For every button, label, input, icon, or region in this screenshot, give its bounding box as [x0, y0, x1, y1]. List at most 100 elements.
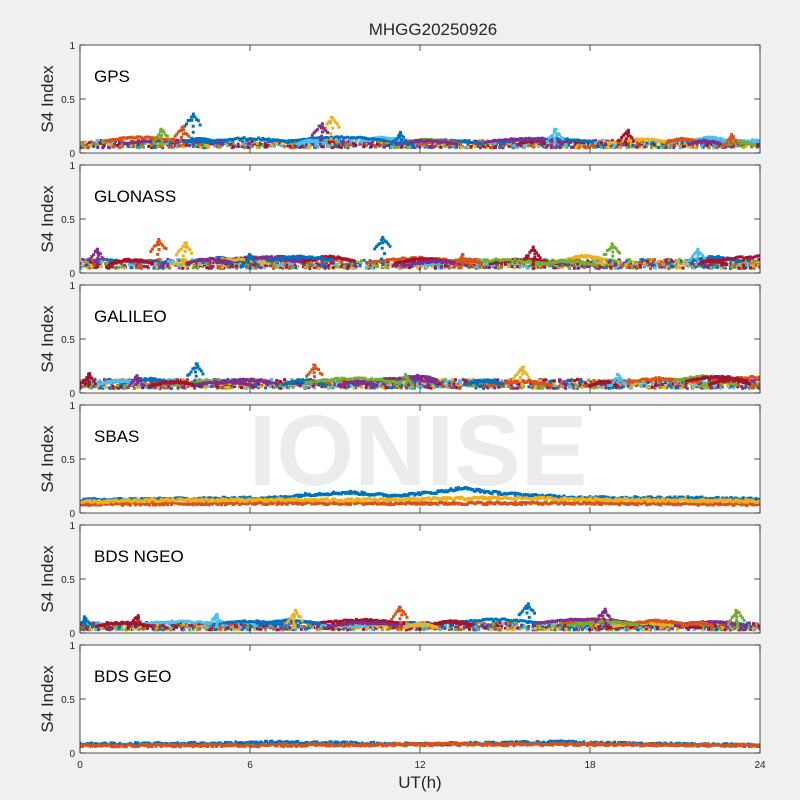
data-point	[242, 136, 246, 140]
data-point	[231, 258, 235, 262]
data-point	[569, 141, 573, 145]
data-point	[720, 263, 724, 267]
data-point	[676, 259, 680, 262]
data-point	[723, 145, 727, 149]
data-point	[446, 264, 450, 268]
data-point	[717, 144, 721, 148]
data-point	[285, 258, 289, 262]
data-point	[572, 266, 576, 270]
data-point	[499, 264, 503, 268]
data-point	[520, 264, 524, 268]
data-point	[704, 265, 708, 269]
data-point	[746, 139, 750, 143]
data-point	[274, 255, 278, 259]
data-point	[753, 142, 756, 145]
data-point	[197, 143, 201, 147]
data-point	[177, 130, 181, 134]
data-point	[684, 259, 688, 263]
data-point	[695, 143, 699, 147]
data-point	[329, 135, 333, 139]
data-point	[493, 266, 497, 270]
data-point	[779, 257, 782, 260]
data-point	[338, 260, 342, 264]
data-point	[327, 120, 331, 124]
data-point	[607, 142, 611, 146]
data-point	[313, 265, 317, 269]
data-point	[172, 137, 175, 141]
data-point	[600, 265, 604, 269]
data-point	[652, 260, 655, 264]
data-point	[306, 265, 310, 269]
data-point	[316, 262, 320, 266]
data-point	[271, 138, 275, 142]
data-point	[672, 264, 676, 268]
data-point	[429, 262, 433, 266]
data-point	[332, 141, 336, 145]
data-point	[796, 141, 799, 144]
data-point	[553, 136, 556, 140]
data-point	[467, 139, 471, 143]
data-point	[490, 263, 494, 267]
data-point	[327, 136, 331, 140]
data-point	[195, 118, 199, 121]
data-point	[601, 144, 605, 148]
data-point	[502, 138, 506, 142]
data-point	[523, 145, 527, 149]
data-point	[577, 259, 581, 263]
data-point	[263, 145, 267, 149]
data-point	[714, 264, 718, 268]
data-point	[300, 145, 303, 149]
data-point	[385, 258, 389, 262]
data-point	[564, 143, 568, 147]
data-point	[142, 145, 145, 149]
data-point	[783, 139, 786, 142]
data-point	[538, 264, 542, 268]
data-point	[623, 140, 627, 144]
data-point	[199, 145, 203, 149]
data-point	[296, 264, 300, 268]
data-point	[658, 265, 662, 269]
data-point	[468, 265, 472, 269]
data-point	[186, 266, 190, 270]
data-point	[493, 139, 497, 143]
data-point	[150, 142, 154, 146]
data-point	[195, 262, 199, 266]
data-point	[293, 259, 297, 263]
data-point	[229, 142, 233, 146]
data-point	[317, 266, 321, 270]
data-point	[559, 135, 563, 139]
data-point	[295, 259, 299, 263]
data-point	[485, 262, 489, 266]
data-point	[145, 135, 149, 139]
data-point	[416, 266, 420, 270]
data-point	[625, 266, 629, 270]
data-point	[477, 141, 481, 145]
data-point	[285, 265, 288, 269]
data-point	[336, 140, 340, 144]
data-point	[158, 266, 162, 270]
data-point	[600, 141, 603, 145]
data-point	[557, 140, 561, 144]
data-point	[574, 146, 578, 150]
data-point	[216, 256, 220, 259]
data-point	[120, 263, 124, 267]
data-point	[655, 145, 659, 149]
data-point	[140, 140, 144, 144]
data-point	[313, 143, 317, 147]
data-point	[524, 264, 528, 268]
data-point	[676, 143, 680, 147]
data-point	[680, 141, 684, 145]
data-point	[269, 143, 273, 147]
data-point	[513, 137, 517, 141]
data-point	[496, 258, 500, 262]
data-point	[640, 260, 644, 263]
data-point	[791, 258, 794, 261]
data-point	[675, 262, 679, 266]
data-point	[289, 258, 293, 262]
data-point	[81, 146, 85, 150]
data-point	[512, 266, 516, 270]
data-point	[554, 128, 558, 131]
data-point	[551, 133, 555, 137]
data-point	[165, 134, 169, 138]
data-point	[748, 140, 752, 143]
